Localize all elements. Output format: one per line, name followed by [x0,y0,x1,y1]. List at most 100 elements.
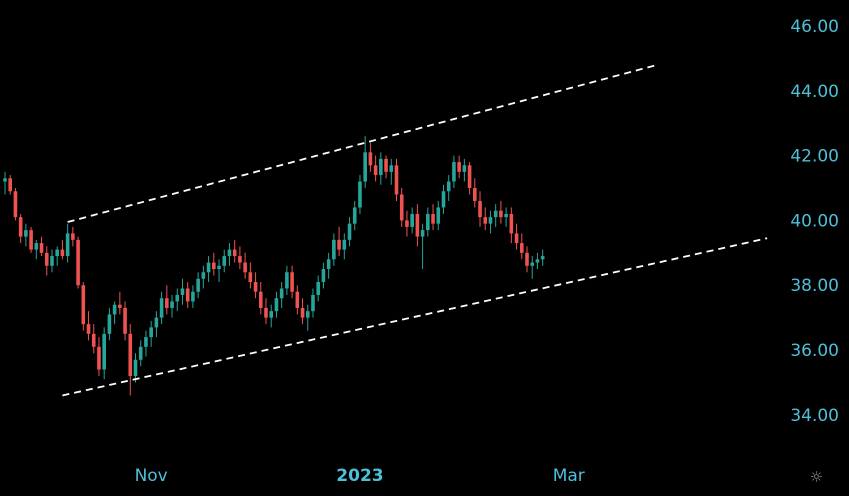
candle-body [410,213,414,227]
candle-body [473,188,477,201]
candle-body [165,298,169,308]
candle-body [24,230,28,237]
candle-body [29,230,33,250]
candle [128,324,133,396]
candle-body [107,314,112,334]
candle-body [86,324,91,334]
candle [290,265,294,299]
candle-body [44,252,49,266]
candle-body [431,213,435,224]
candle [149,320,153,347]
candle [133,353,138,383]
candle-body [149,327,153,338]
x-axis[interactable]: Nov 2023 Mar [135,466,585,486]
candle [274,291,279,318]
candle-body [457,162,461,172]
candle-body [426,213,430,231]
y-tick-label: 38.00 [790,276,839,296]
candle-body [159,298,164,318]
upper-channel-line[interactable] [67,63,658,223]
x-tick-label: 2023 [336,466,383,486]
candle [191,285,195,308]
y-tick-label: 36.00 [790,341,839,361]
candle-body [191,291,195,302]
candle-body [217,265,221,270]
candle [499,200,503,224]
candle-body [504,213,508,218]
candle-body [274,298,279,312]
candle [39,236,44,257]
candle-body [373,165,378,176]
candle [44,246,49,276]
candle-body [71,233,75,240]
lower-channel-line[interactable] [62,237,768,397]
candle [65,223,70,263]
candle [76,236,80,289]
x-tick-label: Nov [135,466,168,486]
candle-body [478,200,482,218]
candle-body [535,259,540,263]
candle [410,207,414,234]
candle-body [379,158,383,176]
candle [478,191,482,227]
candle-body [420,230,425,237]
candle-body [509,213,514,234]
candle [316,275,320,302]
candle-body [50,256,54,266]
candle-body [206,262,211,273]
candle [358,175,362,214]
candle-body [123,307,127,334]
candle-body [227,249,232,257]
candle-body [342,239,347,250]
candle [305,304,310,331]
candle [285,265,289,295]
candle [452,155,456,188]
candle-body [394,165,399,195]
candle-body [441,191,446,208]
candle-body [358,181,362,208]
candle [399,188,404,227]
candle [457,155,461,179]
candle [420,223,425,270]
candle [467,162,472,195]
candle-body [13,191,18,218]
candle [504,207,508,227]
candle [540,249,545,266]
candle [8,175,13,195]
candle [159,291,164,325]
candle [138,340,143,367]
candle [394,158,399,201]
candle-body [483,217,488,224]
trendlines-layer [62,63,768,397]
candle-body [138,346,143,360]
candles-layer [3,136,545,396]
candle-body [488,217,493,224]
candle-body [144,337,148,347]
candle-body [279,288,284,299]
candle [493,204,498,227]
candle [206,256,211,282]
candle-body [91,333,96,347]
candle-body [102,333,106,370]
candle-body [415,213,420,237]
candle-body [514,233,519,244]
candle-body [540,256,545,260]
candle-body [326,259,331,270]
candle [34,239,39,260]
candle-body [389,165,394,172]
candle-body [243,262,247,273]
candle-body [347,223,352,240]
candle [86,311,91,341]
candle-body [118,304,122,308]
candle-body [290,272,294,292]
candle [253,272,258,299]
candle-body [295,291,300,308]
y-axis[interactable]: 46.00 44.00 42.00 40.00 38.00 36.00 34.00 [790,17,839,426]
candle [473,178,477,208]
candle [326,252,331,279]
y-tick-label: 40.00 [790,211,839,231]
settings-icon[interactable]: ☼ [809,468,823,486]
candle [55,246,59,266]
candle [243,252,247,279]
